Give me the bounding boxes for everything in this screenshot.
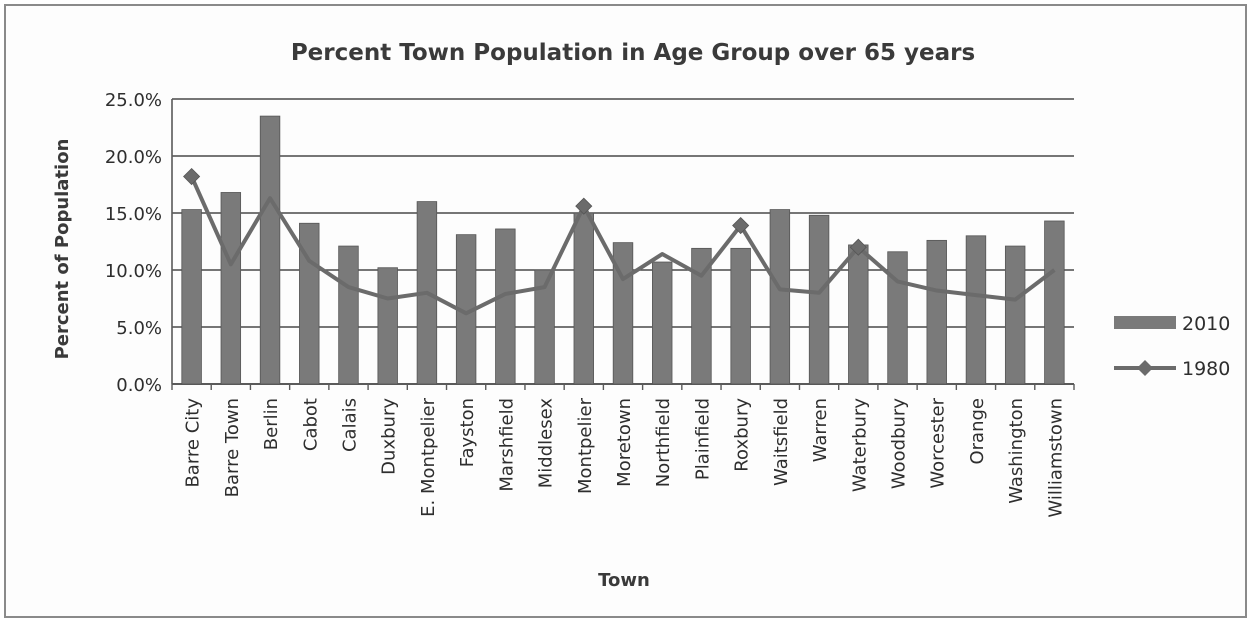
x-tick-label: Woodbury	[889, 398, 910, 489]
y-tick-label: 0.0%	[116, 375, 162, 396]
legend-swatch-1980-marker	[1137, 360, 1153, 376]
x-tick-label: Fayston	[457, 398, 478, 467]
y-tick-label: 5.0%	[116, 318, 162, 339]
x-tick-label: Plainfield	[692, 398, 713, 480]
legend-label-2010: 2010	[1182, 313, 1230, 335]
marker-1980	[575, 197, 593, 215]
x-tick-label: Montpelier	[575, 397, 596, 494]
x-tick-label: E. Montpelier	[418, 397, 439, 516]
x-tick-label: Waterbury	[849, 398, 870, 492]
x-tick-label: Middlesex	[536, 398, 557, 489]
bar-2010	[926, 239, 947, 385]
bar-2010	[377, 267, 398, 385]
bar-2010	[848, 244, 869, 385]
marker-1980	[183, 167, 201, 186]
bar-2010	[338, 245, 359, 385]
bar-2010	[691, 247, 712, 385]
bar-2010	[769, 209, 791, 385]
chart-title: Percent Town Population in Age Group ove…	[291, 40, 975, 66]
x-tick-label: Warren	[810, 398, 831, 462]
y-tick-label: 20.0%	[105, 147, 162, 168]
bar-2010	[534, 269, 555, 385]
bar-2010	[573, 212, 594, 385]
legend: 2010 1980	[1114, 313, 1230, 380]
bar-2010	[259, 115, 281, 385]
x-tick-label: Barre Town	[222, 398, 243, 497]
bar-2010	[1004, 245, 1026, 385]
chart-frame: 0.0% 5.0% 10.0% 15.0% 20.0% 25.0% Barre City Ba…	[4, 4, 1247, 618]
bar-2010	[1044, 220, 1065, 385]
bar-2010	[220, 192, 242, 385]
marker-1980	[849, 238, 867, 256]
bar-2010	[730, 247, 751, 385]
x-tick-label: Orange	[967, 398, 988, 465]
bar-2010	[495, 228, 516, 385]
x-tick-label: Moretown	[614, 398, 635, 487]
y-tick-label: 10.0%	[105, 261, 162, 282]
y-tick-label: 25.0%	[105, 90, 162, 111]
line-series	[183, 167, 1056, 316]
x-axis-title: Town	[598, 570, 650, 591]
bar-2010	[808, 214, 830, 385]
legend-label-1980: 1980	[1182, 358, 1230, 380]
x-tick-label: Berlin	[261, 398, 282, 450]
x-tick-label: Worcester	[928, 397, 949, 488]
x-tick-label: Marshfield	[496, 398, 517, 492]
x-tick-label: Duxbury	[379, 398, 400, 475]
x-tick-label: Roxbury	[732, 398, 753, 472]
y-tick-label: 15.0%	[105, 204, 162, 225]
legend-swatch-2010	[1114, 316, 1176, 329]
axis-labels: 0.0% 5.0% 10.0% 15.0% 20.0% 25.0% Barre City Ba…	[105, 90, 1067, 518]
marker-1980	[732, 216, 750, 235]
y-axis-title: Percent of Population	[52, 139, 73, 360]
x-tick-label: Cabot	[300, 398, 321, 451]
bar-2010	[965, 235, 987, 385]
x-tick-label: Washington	[1006, 398, 1027, 504]
bar-2010	[181, 209, 202, 385]
x-tick-label: Williamstown	[1045, 398, 1066, 518]
bar-2010	[652, 261, 673, 385]
x-tick-label: Waitsfield	[771, 398, 792, 486]
chart-svg: 0.0% 5.0% 10.0% 15.0% 20.0% 25.0% Barre City Ba…	[52, 40, 1230, 591]
x-tick-label: Northfield	[653, 398, 674, 487]
bar-2010	[887, 251, 908, 385]
line-1980	[189, 175, 1056, 316]
x-tick-label: Calais	[339, 398, 360, 452]
x-tick-label: Barre City	[183, 398, 204, 488]
